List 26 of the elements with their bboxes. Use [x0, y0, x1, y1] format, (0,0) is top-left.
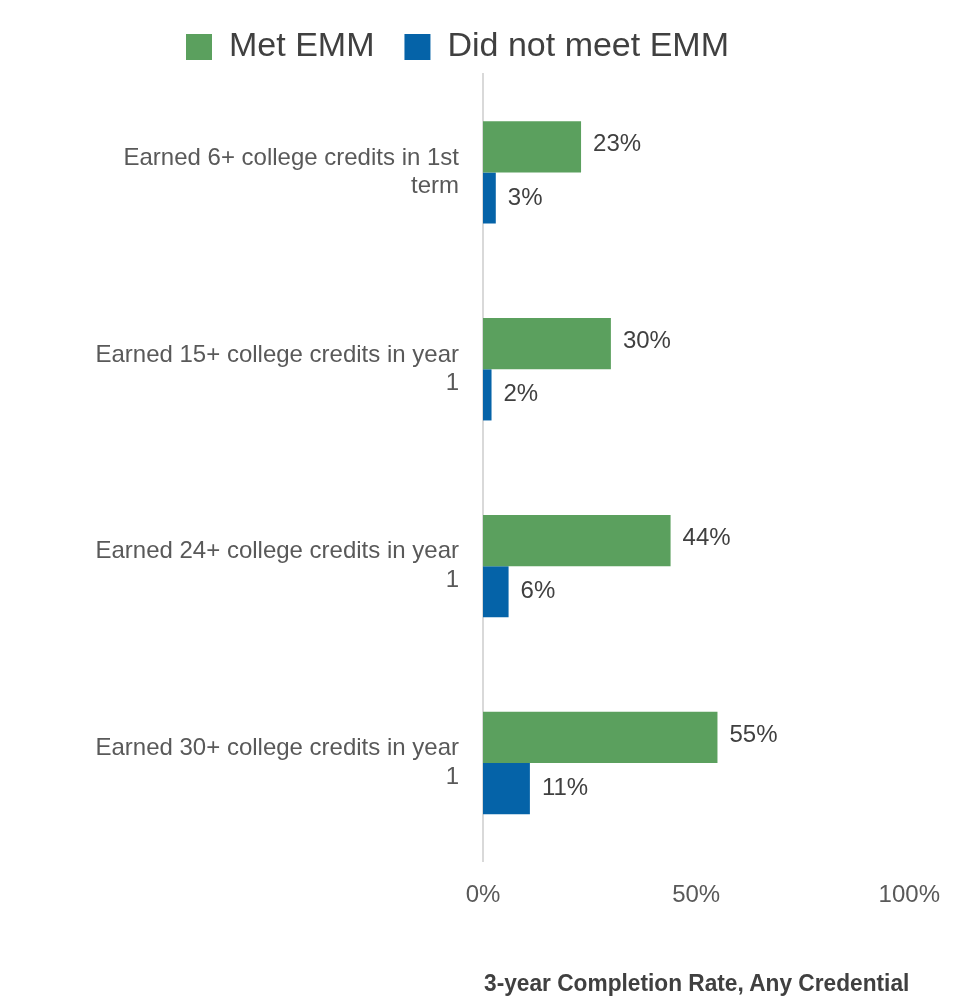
bar — [483, 318, 611, 370]
legend-label: Met EMM — [229, 25, 375, 64]
bar — [483, 711, 718, 763]
bar — [483, 514, 671, 567]
x-axis-title: 3-year Completion Rate, Any Credential — [484, 969, 910, 997]
bar — [483, 121, 582, 173]
data-label: 11% — [541, 773, 589, 801]
x-tick-label: 0% — [465, 880, 501, 908]
data-label: 23% — [593, 129, 642, 157]
data-label: 30% — [622, 326, 671, 354]
bar — [483, 369, 492, 421]
y-tick-label: Earned 6+ college credits in 1st term — [123, 142, 460, 199]
y-tick-label: Earned 30+ college credits in year 1 — [95, 733, 459, 789]
data-label: 44% — [682, 523, 731, 551]
bar — [483, 566, 509, 618]
x-tick-label: 50% — [672, 880, 721, 908]
y-tick-label: Earned 24+ college credits in year 1 — [95, 536, 459, 593]
y-tick-label: Earned 15+ college credits in year 1 — [95, 339, 459, 396]
bar — [483, 762, 530, 815]
data-label: 3% — [507, 182, 543, 210]
bar — [483, 172, 496, 224]
data-label: 6% — [520, 576, 556, 604]
data-label: 55% — [729, 720, 778, 748]
x-tick-label: 100% — [878, 880, 940, 908]
data-label: 2% — [503, 379, 539, 407]
legend-label: Did not meet EMM — [447, 25, 729, 64]
